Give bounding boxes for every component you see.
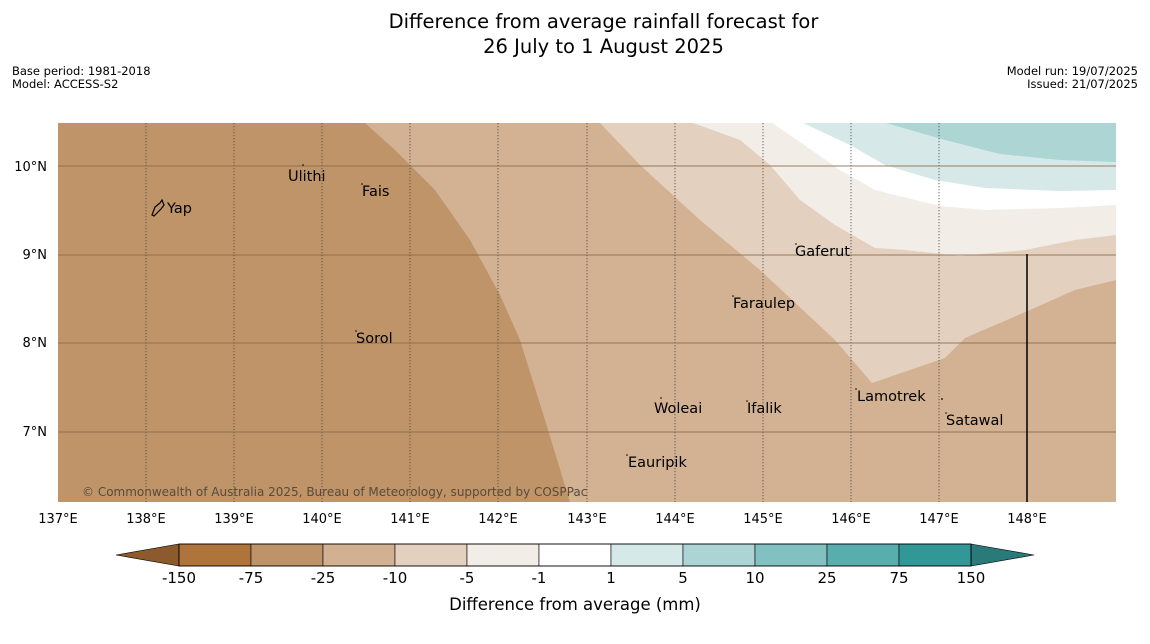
place-satawal: Satawal: [946, 413, 1003, 429]
lat-label-7n: 7°N: [23, 425, 48, 440]
colorbar-segment: [322, 543, 396, 567]
lon-label-145e: 145°E: [743, 512, 783, 527]
lon-label-140e: 140°E: [302, 512, 342, 527]
lon-label-146e: 146°E: [831, 512, 871, 527]
colorbar-tick-label: 10: [745, 569, 764, 587]
colorbar-segment: [466, 543, 540, 567]
colorbar: -150 -75 -25 -10 -5 -1 1 5 10 25 75 150 Difference …: [115, 543, 1035, 614]
colorbar-tick-label: -5: [460, 569, 475, 587]
place-ulithi: Ulithi: [288, 169, 326, 185]
colorbar-tick-label: -25: [311, 569, 336, 587]
colorbar-title: Difference from average (mm): [449, 595, 701, 614]
colorbar-frame: [178, 543, 972, 567]
map-fill-layer: © Commonwealth of Australia 2025, Bureau…: [58, 123, 1116, 502]
colorbar-segment: [538, 543, 612, 567]
colorbar-tick-label: -10: [383, 569, 408, 587]
place-gaferut: Gaferut: [795, 244, 850, 260]
colorbar-tick-label: -1: [532, 569, 547, 587]
graticule-parallels: [58, 165, 1116, 433]
place-yap: Yap: [166, 201, 192, 217]
lat-label-8n: 8°N: [23, 336, 48, 351]
colorbar-segment: [250, 543, 324, 567]
place-eauripik: Eauripik: [628, 455, 687, 471]
island-dots: [289, 164, 947, 456]
colorbar-segment: [682, 543, 756, 567]
place-ifalik: Ifalik: [747, 401, 782, 417]
lat-label-9n: 9°N: [23, 248, 48, 263]
zone-minus75-minus25: [58, 123, 570, 502]
base-period: Base period: 1981-2018: [12, 64, 151, 78]
lat-label-10n: 10°N: [14, 160, 47, 175]
colorbar-extend-high: [970, 543, 1035, 567]
lon-label-148e: 148°E: [1007, 512, 1047, 527]
lon-label-141e: 141°E: [390, 512, 430, 527]
colorbar-tick-label: 5: [678, 569, 688, 587]
lon-label-147e: 147°E: [919, 512, 959, 527]
place-labels: Yap Ulithi Fais Gaferut Faraulep Sorol L…: [166, 169, 1003, 471]
place-faraulep: Faraulep: [733, 296, 795, 312]
graticule-meridians: [145, 123, 940, 502]
colorbar-tick-label: 150: [957, 569, 986, 587]
model-run: Model run: 19/07/2025: [1006, 64, 1138, 78]
colorbar-tick-label: 1: [606, 569, 616, 587]
lon-label-143e: 143°E: [567, 512, 607, 527]
place-lamotrek: Lamotrek: [857, 389, 926, 405]
colorbar-tick-label: 75: [889, 569, 908, 587]
meta-right: Model run: 19/07/2025 Issued: 21/07/2025: [1007, 65, 1138, 91]
yap-island-shape: [151, 198, 165, 217]
meta-left: Base period: 1981-2018 Model: ACCESS-S2: [12, 65, 151, 91]
colorbar-segment: [178, 543, 252, 567]
colorbar-segment: [610, 543, 684, 567]
colorbar-segment: [394, 543, 468, 567]
colorbar-extend-low: [115, 543, 180, 567]
model-name: Model: ACCESS-S2: [12, 77, 119, 91]
lon-label-139e: 139°E: [214, 512, 254, 527]
lon-label-137e: 137°E: [38, 512, 78, 527]
place-woleai: Woleai: [654, 401, 702, 417]
place-fais: Fais: [362, 184, 389, 200]
lon-label-138e: 138°E: [126, 512, 166, 527]
lon-label-144e: 144°E: [655, 512, 695, 527]
colorbar-tick-label: -150: [162, 569, 196, 587]
lon-label-142e: 142°E: [478, 512, 518, 527]
place-sorol: Sorol: [356, 331, 393, 347]
latitude-labels: 10°N 9°N 8°N 7°N: [14, 160, 47, 440]
zone-5-10: [886, 123, 1116, 162]
colorbar-segment: [826, 543, 900, 567]
title-line-2: 26 July to 1 August 2025: [483, 35, 724, 58]
title-line-1: Difference from average rainfall forecas…: [388, 10, 819, 33]
colorbar-segment: [754, 543, 828, 567]
colorbar-tick-label: 25: [817, 569, 836, 587]
colorbar-segment: [898, 543, 972, 567]
copyright-credit: © Commonwealth of Australia 2025, Bureau…: [82, 485, 587, 499]
longitude-labels: 137°E 138°E 139°E 140°E 141°E 142°E 143°…: [38, 512, 1047, 527]
chart-title: Difference from average rainfall forecas…: [0, 9, 1150, 59]
colorbar-tick-label: -75: [239, 569, 264, 587]
issued-date: Issued: 21/07/2025: [1027, 77, 1138, 91]
